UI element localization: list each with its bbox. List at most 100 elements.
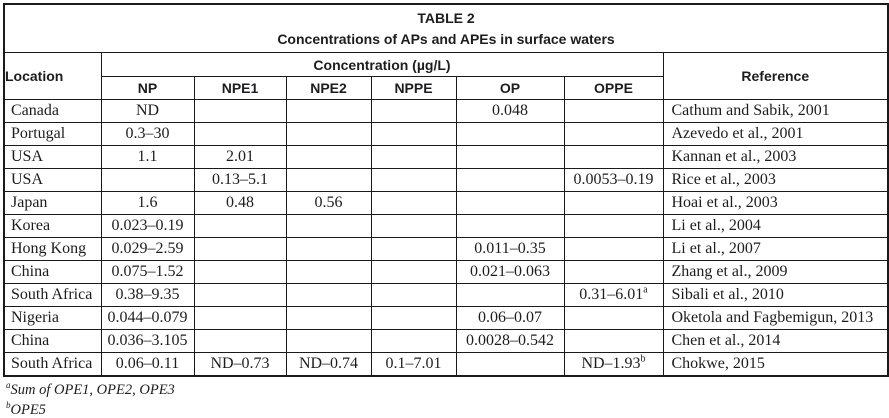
reference-cell: Chokwe, 2015 (662, 352, 889, 377)
footnote-b: bOPE5 (6, 400, 886, 418)
table-title-caption: Concentrations of APs and APEs in surfac… (277, 30, 615, 47)
npe2-cell (285, 168, 372, 192)
table-title: TABLE 2 Concentrations of APs and APEs i… (3, 3, 889, 53)
location-cell: USA (3, 145, 102, 169)
footnote-b-marker: b (6, 400, 11, 411)
title-row: TABLE 2 Concentrations of APs and APEs i… (3, 3, 889, 53)
npe2-cell (285, 237, 372, 261)
reference-cell: Rice et al., 2003 (662, 168, 889, 192)
op-cell: 0.06–0.07 (455, 306, 565, 330)
npe2-cell (285, 329, 372, 353)
reference-cell: Kannan et al., 2003 (662, 145, 889, 169)
nppe-cell (370, 237, 457, 261)
reference-cell: Li et al., 2007 (662, 237, 889, 261)
npe1-cell (193, 260, 287, 284)
reference-cell: Chen et al., 2014 (662, 329, 889, 353)
oppe-cell (563, 329, 664, 353)
op-cell: 0.048 (455, 99, 565, 123)
table-row: China 0.036–3.105 0.0028–0.542 Chen et a… (3, 329, 889, 353)
column-header-op: OP (455, 76, 565, 100)
reference-cell: Azevedo et al., 2001 (662, 122, 889, 146)
reference-cell: Oketola and Fagbemigun, 2013 (662, 306, 889, 330)
np-cell: ND (100, 99, 195, 123)
oppe-superscript: a (643, 284, 648, 296)
location-cell: South Africa (3, 283, 102, 307)
oppe-cell (563, 237, 664, 261)
npe1-cell (193, 214, 287, 238)
npe1-cell (193, 99, 287, 123)
op-cell (455, 214, 565, 238)
oppe-value: 0.31–6.01 (579, 286, 644, 303)
location-cell: Portugal (3, 122, 102, 146)
op-cell: 0.021–0.063 (455, 260, 565, 284)
op-cell (455, 145, 565, 169)
table-row: Korea 0.023–0.19 Li et al., 2004 (3, 214, 889, 238)
header-row-top: Location Concentration (µg/L) Reference (3, 52, 889, 100)
nppe-cell (370, 122, 457, 146)
nppe-cell (370, 145, 457, 169)
table-row: USA 1.1 2.01 Kannan et al., 2003 (3, 145, 889, 169)
location-cell: Japan (3, 191, 102, 215)
column-header-npe2: NPE2 (285, 76, 372, 100)
column-header-reference: Reference (662, 52, 889, 100)
npe2-cell (285, 306, 372, 330)
table-row: Nigeria 0.044–0.079 0.06–0.07 Oketola an… (3, 306, 889, 330)
nppe-cell (370, 99, 457, 123)
op-cell (455, 283, 565, 307)
npe1-cell (193, 237, 287, 261)
npe1-cell: ND–0.73 (193, 352, 287, 377)
column-header-location: Location (3, 52, 102, 100)
npe1-cell: 0.48 (193, 191, 287, 215)
np-cell: 1.1 (100, 145, 195, 169)
location-cell: Nigeria (3, 306, 102, 330)
table-row: South Africa 0.38–9.35 0.31–6.01a Sibali… (3, 283, 889, 307)
nppe-cell (370, 168, 457, 192)
table-row: China 0.075–1.52 0.021–0.063 Zhang et al… (3, 260, 889, 284)
npe2-cell: 0.56 (285, 191, 372, 215)
npe1-cell: 2.01 (193, 145, 287, 169)
np-cell: 0.036–3.105 (100, 329, 195, 353)
location-cell: USA (3, 168, 102, 192)
table-row: South Africa 0.06–0.11 ND–0.73 ND–0.74 0… (3, 352, 889, 377)
footnotes: aSum of OPE1, OPE2, OPE3 bOPE5 (3, 380, 886, 418)
reference-cell: Li et al., 2004 (662, 214, 889, 238)
location-cell: Hong Kong (3, 237, 102, 261)
np-cell: 0.029–2.59 (100, 237, 195, 261)
nppe-cell (370, 260, 457, 284)
oppe-cell (563, 214, 664, 238)
table-row: USA 0.13–5.1 0.0053–0.19 Rice et al., 20… (3, 168, 889, 192)
column-header-np: NP (100, 76, 195, 100)
column-header-concentration-group: Concentration (µg/L) (100, 52, 664, 77)
oppe-cell: ND–1.93b (563, 352, 664, 377)
npe1-cell (193, 122, 287, 146)
table-row: Portugal 0.3–30 Azevedo et al., 2001 (3, 122, 889, 146)
op-cell (455, 168, 565, 192)
op-cell (455, 352, 565, 377)
table-title-number: TABLE 2 (417, 10, 475, 27)
np-cell: 0.3–30 (100, 122, 195, 146)
location-cell: South Africa (3, 352, 102, 377)
oppe-cell: 0.31–6.01a (563, 283, 664, 307)
reference-cell: Zhang et al., 2009 (662, 260, 889, 284)
location-cell: Canada (3, 99, 102, 123)
table-row: Japan 1.6 0.48 0.56 Hoai et al., 2003 (3, 191, 889, 215)
column-header-nppe: NPPE (370, 76, 457, 100)
footnote-a: aSum of OPE1, OPE2, OPE3 (6, 380, 886, 400)
np-cell: 0.06–0.11 (100, 352, 195, 377)
op-cell (455, 122, 565, 146)
npe2-cell (285, 145, 372, 169)
nppe-cell (370, 329, 457, 353)
table-body: Canada ND 0.048 Cathum and Sabik, 2001 P… (3, 99, 889, 377)
npe2-cell (285, 260, 372, 284)
op-cell: 0.0028–0.542 (455, 329, 565, 353)
npe1-cell (193, 329, 287, 353)
table-row: Hong Kong 0.029–2.59 0.011–0.35 Li et al… (3, 237, 889, 261)
reference-cell: Sibali et al., 2010 (662, 283, 889, 307)
op-cell: 0.011–0.35 (455, 237, 565, 261)
column-header-oppe: OPPE (563, 76, 664, 100)
oppe-superscript: b (640, 353, 646, 365)
np-cell: 0.075–1.52 (100, 260, 195, 284)
oppe-cell: 0.0053–0.19 (563, 168, 664, 192)
concentrations-table: TABLE 2 Concentrations of APs and APEs i… (3, 3, 889, 377)
